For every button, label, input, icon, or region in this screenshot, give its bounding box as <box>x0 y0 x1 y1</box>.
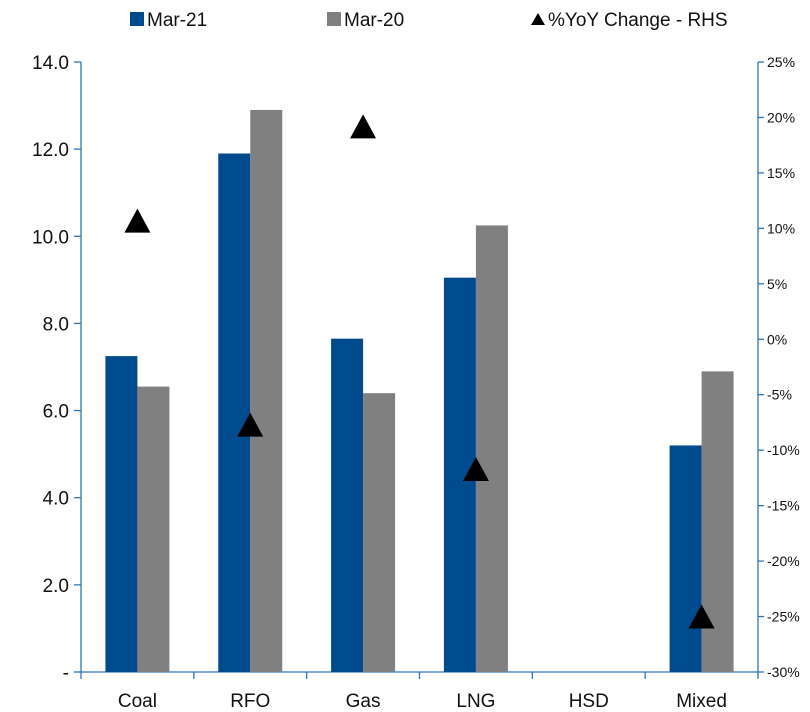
legend-item: Mar-20 <box>327 10 404 31</box>
yoy-marker-rfo <box>237 412 264 437</box>
right-tick-label: 0% <box>767 331 787 347</box>
right-tick-label: -25% <box>767 609 800 625</box>
legend-label: %YoY Change - RHS <box>548 10 728 31</box>
category-label: Gas <box>346 691 381 712</box>
category-label: Mixed <box>676 691 727 712</box>
right-tick-label: 15% <box>767 165 795 181</box>
right-tick-label: -5% <box>767 387 792 403</box>
legend-item: Mar-21 <box>130 10 207 31</box>
left-tick-label: 14.0 <box>32 53 69 74</box>
bar-mar-21-rfo <box>218 153 251 672</box>
legend-label: Mar-21 <box>147 10 207 31</box>
bar-mar-21-coal <box>105 356 138 672</box>
bar-mar-20-gas <box>363 393 396 672</box>
yoy-marker-gas <box>350 114 377 139</box>
right-tick-label: 5% <box>767 276 787 292</box>
right-tick-label: -10% <box>767 442 800 458</box>
left-tick-label: 12.0 <box>32 140 69 161</box>
labels: - 2.0 4.0 6.0 8.0 10.0 12.0 14.0 -30% -25% -20% -15… <box>32 53 800 712</box>
left-tick-label: 8.0 <box>43 314 69 335</box>
right-tick-label: 10% <box>767 220 795 236</box>
legend-swatch <box>327 12 341 26</box>
left-tick-label: - <box>63 663 69 684</box>
right-tick-label: 25% <box>767 54 795 70</box>
yoy-markers <box>124 114 715 629</box>
axes <box>74 61 764 679</box>
category-label: LNG <box>456 691 495 712</box>
legend-item: %YoY Change - RHS <box>531 10 728 31</box>
legend: Mar-21 Mar-20 %YoY Change - RHS <box>130 10 728 31</box>
left-tick-label: 10.0 <box>32 227 69 248</box>
left-tick-label: 2.0 <box>43 576 69 597</box>
legend-swatch <box>130 12 144 26</box>
yoy-marker-lng <box>462 457 489 482</box>
yoy-marker-mixed <box>688 604 715 629</box>
left-tick-label: 4.0 <box>43 489 69 510</box>
category-label: RFO <box>230 691 270 712</box>
right-tick-label: 20% <box>767 109 795 125</box>
left-tick-label: 6.0 <box>43 402 69 423</box>
bars <box>105 109 734 672</box>
bar-mar-21-gas <box>331 338 364 672</box>
right-tick-label: -15% <box>767 498 800 514</box>
right-tick-label: -30% <box>767 664 800 680</box>
bar-mar-21-mixed <box>669 445 702 672</box>
bar-mar-20-rfo <box>250 109 283 672</box>
legend-label: Mar-20 <box>344 10 404 31</box>
bar-mar-20-coal <box>137 386 170 672</box>
category-label: Coal <box>118 691 157 712</box>
yoy-marker-coal <box>124 208 151 233</box>
category-label: HSD <box>569 691 609 712</box>
bar-mar-20-lng <box>475 225 508 672</box>
right-tick-label: -20% <box>767 553 800 569</box>
legend-triangle-swatch <box>531 13 545 25</box>
